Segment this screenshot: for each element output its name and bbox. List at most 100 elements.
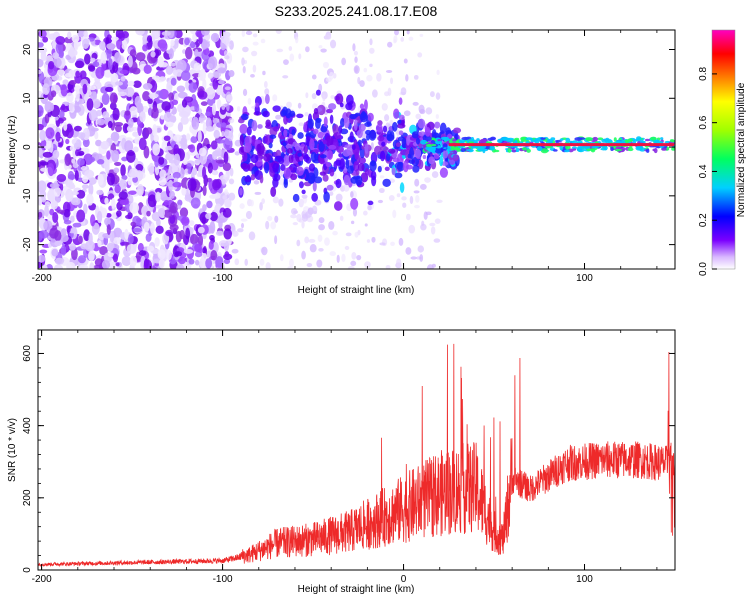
spectrogram-blob xyxy=(540,148,549,154)
spectrogram-blob xyxy=(396,123,406,129)
spectrogram-blob xyxy=(349,113,357,120)
spectrogram-ytick-label: 0 xyxy=(22,144,33,150)
spectrogram-blob xyxy=(241,30,246,37)
snr-ylabel: SNR (10 * v/v) xyxy=(7,418,18,482)
spectrogram-blob xyxy=(94,131,99,140)
spectrogram-blob xyxy=(292,193,300,203)
spectrogram-blob xyxy=(276,48,284,53)
spectrogram-blob xyxy=(244,176,252,183)
spectrogram-blob xyxy=(318,45,323,49)
spectrogram-blob xyxy=(38,197,43,206)
spectrogram-blob xyxy=(671,147,675,151)
spectrogram-blob xyxy=(82,83,88,95)
spectrogram-blob xyxy=(246,126,252,136)
spectrogram-blob xyxy=(278,156,285,165)
spectrogram-blob xyxy=(660,137,664,140)
spectrogram-blob xyxy=(419,108,426,115)
spectrogram-blob xyxy=(202,78,207,90)
spectrogram-blob xyxy=(165,152,175,161)
spectrogram-blob xyxy=(207,56,218,70)
spectrogram-blob xyxy=(70,215,75,223)
spectrogram-blob xyxy=(288,154,294,164)
spectrogram-blob xyxy=(328,221,335,230)
spectrogram-blob xyxy=(209,194,217,199)
spectrogram-blob xyxy=(210,140,218,150)
spectrogram-blob xyxy=(597,137,604,141)
spectrogram-blob xyxy=(268,142,273,149)
spectrogram-blob xyxy=(429,222,436,227)
spectrogram-blob xyxy=(73,39,79,51)
spectrogram-blob xyxy=(70,197,81,206)
spectrogram-blob xyxy=(186,162,192,171)
spectrogram-blob xyxy=(392,121,398,132)
spectrogram-blob xyxy=(137,242,144,252)
spectrogram-blob xyxy=(120,164,126,177)
spectrogram-ytick-label: -20 xyxy=(22,237,33,252)
spectrogram-blob xyxy=(377,165,382,173)
spectrogram-blob xyxy=(228,192,236,201)
spectrogram-blob xyxy=(202,184,207,196)
spectrogram-blob xyxy=(165,145,173,151)
spectrogram-blob xyxy=(111,212,117,220)
spectrogram-blob xyxy=(88,183,94,196)
spectrogram-blob xyxy=(514,137,520,141)
spectrogram-xtick-label: -200 xyxy=(32,273,52,284)
spectrogram-blob xyxy=(159,169,167,179)
spectrogram-blob xyxy=(298,181,304,189)
spectrogram-blob xyxy=(113,121,124,127)
spectrogram-blob xyxy=(173,144,180,155)
spectrogram-blob xyxy=(124,87,135,97)
spectrogram-blob xyxy=(121,174,128,181)
spectrogram-blob xyxy=(358,123,366,132)
spectrogram-blob xyxy=(190,135,198,144)
spectrogram-blob xyxy=(353,50,359,56)
spectrogram-blob xyxy=(417,118,426,129)
spectrogram-blob xyxy=(552,149,558,152)
spectrogram-blob xyxy=(198,71,203,81)
spectrogram-blob xyxy=(186,133,191,141)
spectrogram-blob xyxy=(369,63,373,68)
spectrogram-blob xyxy=(217,67,226,74)
spectrogram-blob xyxy=(47,163,55,177)
spectrogram-blob xyxy=(382,178,391,188)
spectrogram-blob xyxy=(157,39,167,49)
spectrogram-blob xyxy=(502,137,511,141)
spectrogram-blob xyxy=(210,249,218,261)
spectrogram-blob xyxy=(54,116,59,121)
spectrogram-blob xyxy=(209,234,215,241)
spectrogram-blob xyxy=(297,152,302,157)
spectrogram-blob xyxy=(366,239,371,243)
spectrogram-blob xyxy=(627,147,634,152)
spectrogram-frame xyxy=(37,29,676,270)
spectrogram-blob xyxy=(339,215,344,221)
spectrogram-blob xyxy=(424,126,431,137)
spectrogram-blob xyxy=(345,158,350,170)
spectrogram-blob xyxy=(200,252,207,260)
spectrogram-blob xyxy=(150,222,155,235)
spectrogram-blob xyxy=(364,167,369,176)
spectrogram-blob xyxy=(118,78,129,90)
spectrogram-blob xyxy=(155,225,164,234)
spectrogram-blob xyxy=(224,86,231,91)
spectrogram-blob xyxy=(591,145,600,149)
spectrogram-blob xyxy=(437,138,442,142)
spectrogram-blob xyxy=(329,71,334,80)
snr-xtick-label: 100 xyxy=(576,574,593,585)
spectrogram-blob xyxy=(94,258,104,267)
spectrogram-blob xyxy=(132,146,139,153)
spectrogram-blob xyxy=(304,236,310,244)
spectrogram-blob xyxy=(260,38,266,44)
spectrogram-blob xyxy=(250,74,255,78)
spectrogram-blob xyxy=(156,127,162,133)
spectrogram-xtick-label: -100 xyxy=(213,273,233,284)
colorbar-label: Normalized spectral amplitude xyxy=(736,82,747,217)
spectrogram-blob xyxy=(565,137,571,143)
spectrogram-blob xyxy=(181,216,190,227)
spectrogram-blob xyxy=(525,137,533,141)
spectrogram-blob xyxy=(82,138,90,148)
spectrogram-blob xyxy=(223,258,231,265)
spectrogram-blob xyxy=(461,136,470,141)
spectrogram-blob xyxy=(350,260,357,267)
spectrogram-blob xyxy=(432,132,440,139)
spectrogram-blob xyxy=(346,165,355,174)
